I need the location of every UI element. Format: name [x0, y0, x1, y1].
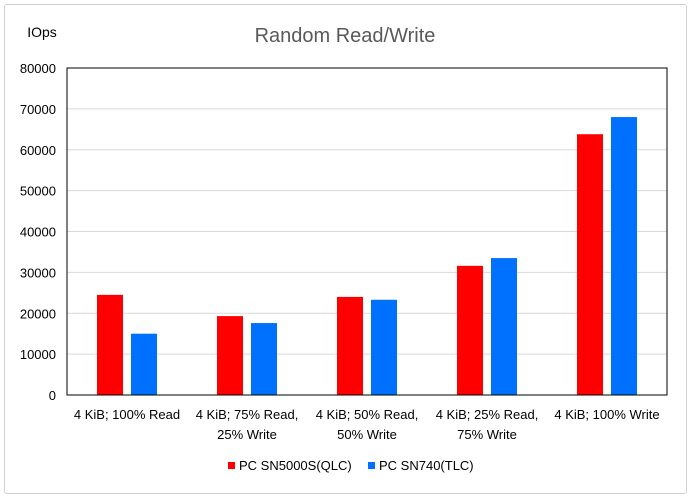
legend-swatch — [368, 462, 375, 469]
legend-swatch — [228, 462, 235, 469]
chart-title: Random Read/Write — [255, 25, 436, 47]
x-category-label: 4 KiB; 100% Write — [554, 407, 659, 422]
x-category-label: 25% Write — [217, 427, 277, 442]
y-tick-label: 60000 — [20, 143, 56, 158]
bar — [371, 299, 397, 395]
x-category-label: 50% Write — [337, 427, 397, 442]
bar — [457, 265, 483, 395]
bar — [611, 117, 637, 396]
bar — [217, 316, 243, 395]
y-tick-label: 80000 — [20, 61, 56, 76]
x-category-label: 4 KiB; 100% Read — [74, 407, 180, 422]
bar — [337, 296, 363, 395]
legend: PC SN5000S(QLC) PC SN740(TLC) — [228, 458, 474, 473]
x-category-label: 75% Write — [457, 427, 517, 442]
bar — [251, 323, 277, 395]
x-category-label: 4 KiB; 25% Read, — [436, 407, 539, 422]
bars — [97, 117, 637, 396]
legend-label: PC SN5000S(QLC) — [239, 458, 352, 473]
bar — [577, 134, 603, 395]
gridlines — [67, 108, 667, 355]
legend-label: PC SN740(TLC) — [379, 458, 474, 473]
y-axis-label: IOps — [27, 24, 57, 40]
bar — [97, 294, 123, 395]
chart-frame — [4, 4, 687, 494]
plot-area-border — [66, 67, 668, 396]
x-axis-categories: 4 KiB; 100% Read 4 KiB; 75% Read, 25% Writ… — [74, 407, 660, 442]
y-tick-label: 0 — [49, 388, 56, 403]
bar — [491, 258, 517, 395]
x-category-label: 4 KiB; 50% Read, — [316, 407, 419, 422]
y-tick-label: 50000 — [20, 184, 56, 199]
y-tick-label: 10000 — [20, 347, 56, 362]
x-category-label: 4 KiB; 75% Read, — [196, 407, 299, 422]
y-tick-label: 20000 — [20, 306, 56, 321]
y-axis-ticks: 0 10000 20000 30000 40000 50000 60000 70000 8000… — [20, 61, 56, 403]
bar — [131, 333, 157, 395]
y-tick-label: 40000 — [20, 225, 56, 240]
y-tick-label: 30000 — [20, 265, 56, 280]
y-tick-label: 70000 — [20, 102, 56, 117]
